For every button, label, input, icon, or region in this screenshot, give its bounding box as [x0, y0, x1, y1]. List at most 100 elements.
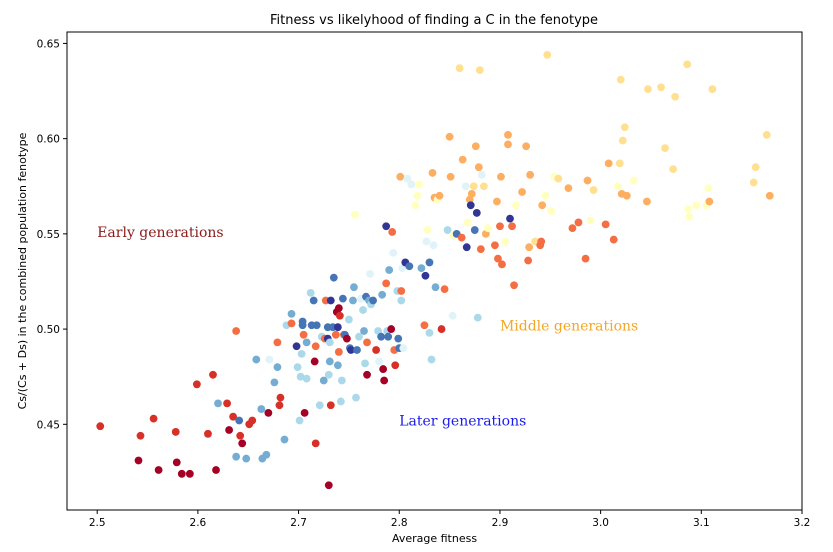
data-point	[420, 321, 429, 330]
data-point	[334, 348, 343, 356]
chart-title: Fitness vs likelyhood of finding a C in …	[270, 13, 598, 28]
data-point	[319, 376, 328, 385]
data-point	[425, 328, 434, 337]
x-tick-label: 3.2	[794, 517, 811, 529]
data-point	[296, 372, 305, 381]
data-point	[380, 376, 389, 385]
x-tick-label: 3.0	[592, 517, 609, 529]
data-point	[309, 296, 318, 305]
data-point	[372, 346, 380, 354]
data-point	[399, 344, 408, 353]
data-point	[355, 332, 363, 341]
data-point	[437, 325, 446, 333]
data-point	[363, 338, 371, 347]
data-point	[396, 172, 405, 181]
data-point	[538, 201, 547, 210]
data-point	[685, 212, 694, 221]
data-point	[589, 186, 598, 194]
data-point	[405, 262, 414, 271]
data-point	[177, 469, 186, 478]
data-point	[427, 355, 436, 364]
data-point	[280, 435, 289, 444]
data-point	[669, 165, 678, 174]
data-point	[473, 313, 482, 322]
data-point	[422, 237, 431, 246]
data-point	[423, 226, 432, 234]
data-point	[604, 159, 613, 168]
data-point	[352, 393, 360, 402]
data-point	[504, 140, 512, 149]
data-point	[192, 380, 201, 389]
data-point	[458, 155, 467, 164]
data-point	[494, 254, 502, 263]
data-point	[601, 220, 610, 229]
data-point	[275, 401, 284, 410]
data-point	[382, 279, 391, 288]
data-point	[389, 249, 398, 257]
y-axis-ticks: 0.45 0.50 0.55 0.60 0.65	[37, 38, 67, 431]
data-point	[252, 355, 261, 364]
points-layer	[96, 50, 774, 490]
data-point	[466, 201, 475, 210]
data-point	[684, 205, 693, 214]
data-point	[326, 296, 335, 305]
data-point	[265, 355, 274, 364]
data-point	[257, 405, 266, 413]
data-point	[172, 458, 181, 467]
data-point	[751, 163, 760, 172]
data-point	[428, 169, 437, 177]
data-point	[299, 330, 308, 339]
data-point	[349, 296, 357, 305]
data-point	[620, 123, 629, 132]
data-point	[292, 342, 301, 351]
data-point	[242, 454, 251, 463]
annotation-label: Later generations	[399, 413, 526, 429]
data-point	[708, 85, 717, 94]
data-point	[325, 357, 334, 366]
data-point	[223, 399, 231, 408]
data-point	[522, 142, 531, 151]
data-point	[749, 178, 758, 187]
data-point	[214, 399, 222, 408]
data-point	[345, 315, 353, 324]
data-point	[333, 361, 342, 370]
data-point	[512, 201, 520, 210]
x-tick-label: 3.1	[693, 517, 710, 529]
data-point	[496, 222, 504, 231]
data-point	[421, 271, 430, 280]
x-tick-label: 2.9	[492, 517, 509, 529]
y-tick-label: 0.65	[37, 38, 60, 50]
data-point	[359, 306, 367, 314]
data-point	[248, 416, 257, 425]
data-point	[363, 370, 371, 379]
annotations-layer: Early generations Middle generations Later…	[97, 225, 638, 430]
data-point	[293, 363, 302, 372]
data-point	[537, 237, 546, 246]
data-point	[96, 422, 105, 431]
data-point	[302, 338, 311, 347]
data-point	[300, 408, 309, 417]
data-point	[351, 210, 359, 219]
data-point	[471, 142, 480, 151]
data-point	[462, 243, 471, 252]
data-point	[315, 401, 324, 410]
data-point	[149, 414, 158, 423]
data-point	[136, 431, 145, 440]
data-point	[229, 412, 238, 421]
data-point	[613, 182, 622, 191]
data-point	[586, 216, 595, 225]
data-point	[298, 317, 307, 326]
data-point	[306, 289, 315, 297]
data-point	[382, 222, 391, 231]
data-point	[643, 197, 651, 206]
data-point	[440, 285, 449, 293]
data-point	[615, 159, 624, 168]
data-point	[547, 207, 556, 215]
data-point	[334, 304, 343, 313]
data-point	[235, 416, 244, 425]
data-point	[338, 294, 347, 303]
data-point	[374, 327, 383, 335]
data-point	[331, 330, 340, 339]
data-point	[209, 370, 217, 379]
